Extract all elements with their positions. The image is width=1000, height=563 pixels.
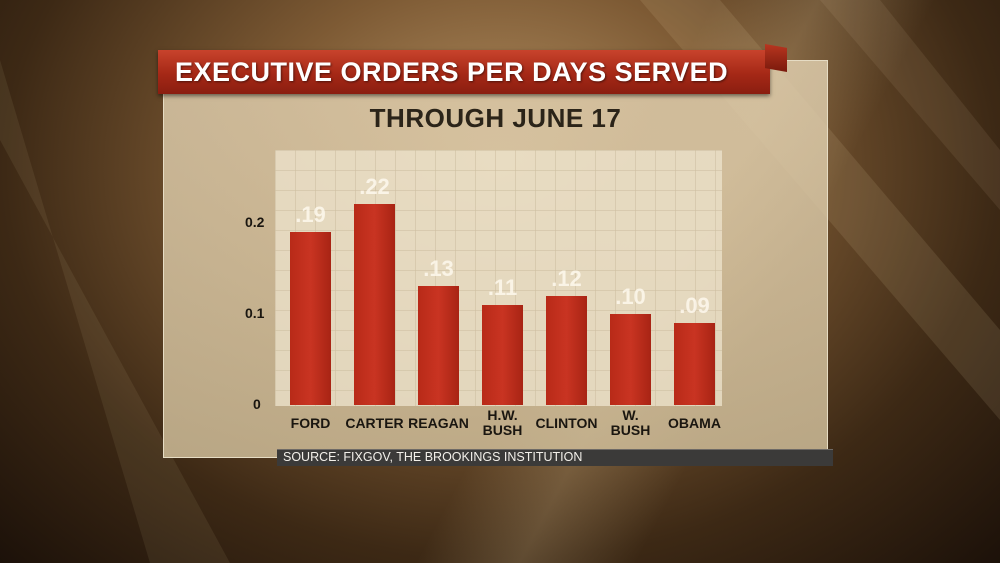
data-label: .11 [487,274,518,300]
bar [418,286,459,405]
bar [674,322,715,405]
data-label: .13 [423,256,454,282]
x-tick-label: CLINTON [535,415,598,431]
x-tick-label: REAGAN [408,415,469,431]
data-label: .22 [359,174,390,200]
bar [546,295,587,405]
data-label: .09 [679,292,710,318]
y-tick-label: 0.1 [245,304,265,321]
x-tick-label: W. BUSH [610,407,651,438]
banner-title: EXECUTIVE ORDERS PER DAYS SERVED [175,57,729,87]
x-tick-label: CARTER [345,415,404,431]
bar [354,204,395,405]
bar [482,304,523,405]
source-text: SOURCE: FIXGOV, THE BROOKINGS INSTITUTIO… [283,450,583,464]
data-label: .19 [295,201,326,227]
y-tick-label: 0.2 [245,213,265,230]
title-banner [158,50,770,94]
x-tick-label: OBAMA [668,415,721,431]
x-tick-label: FORD [290,415,331,431]
bar [610,313,651,405]
data-label: .12 [551,265,582,291]
source-bar [277,449,833,466]
chart-title: THROUGH JUNE 17 [369,103,622,133]
data-label: .10 [615,283,646,309]
x-tick-label: H.W. BUSH [482,407,523,438]
banner-fold [765,44,787,72]
y-tick-label: 0 [253,396,261,412]
bar [290,231,331,405]
